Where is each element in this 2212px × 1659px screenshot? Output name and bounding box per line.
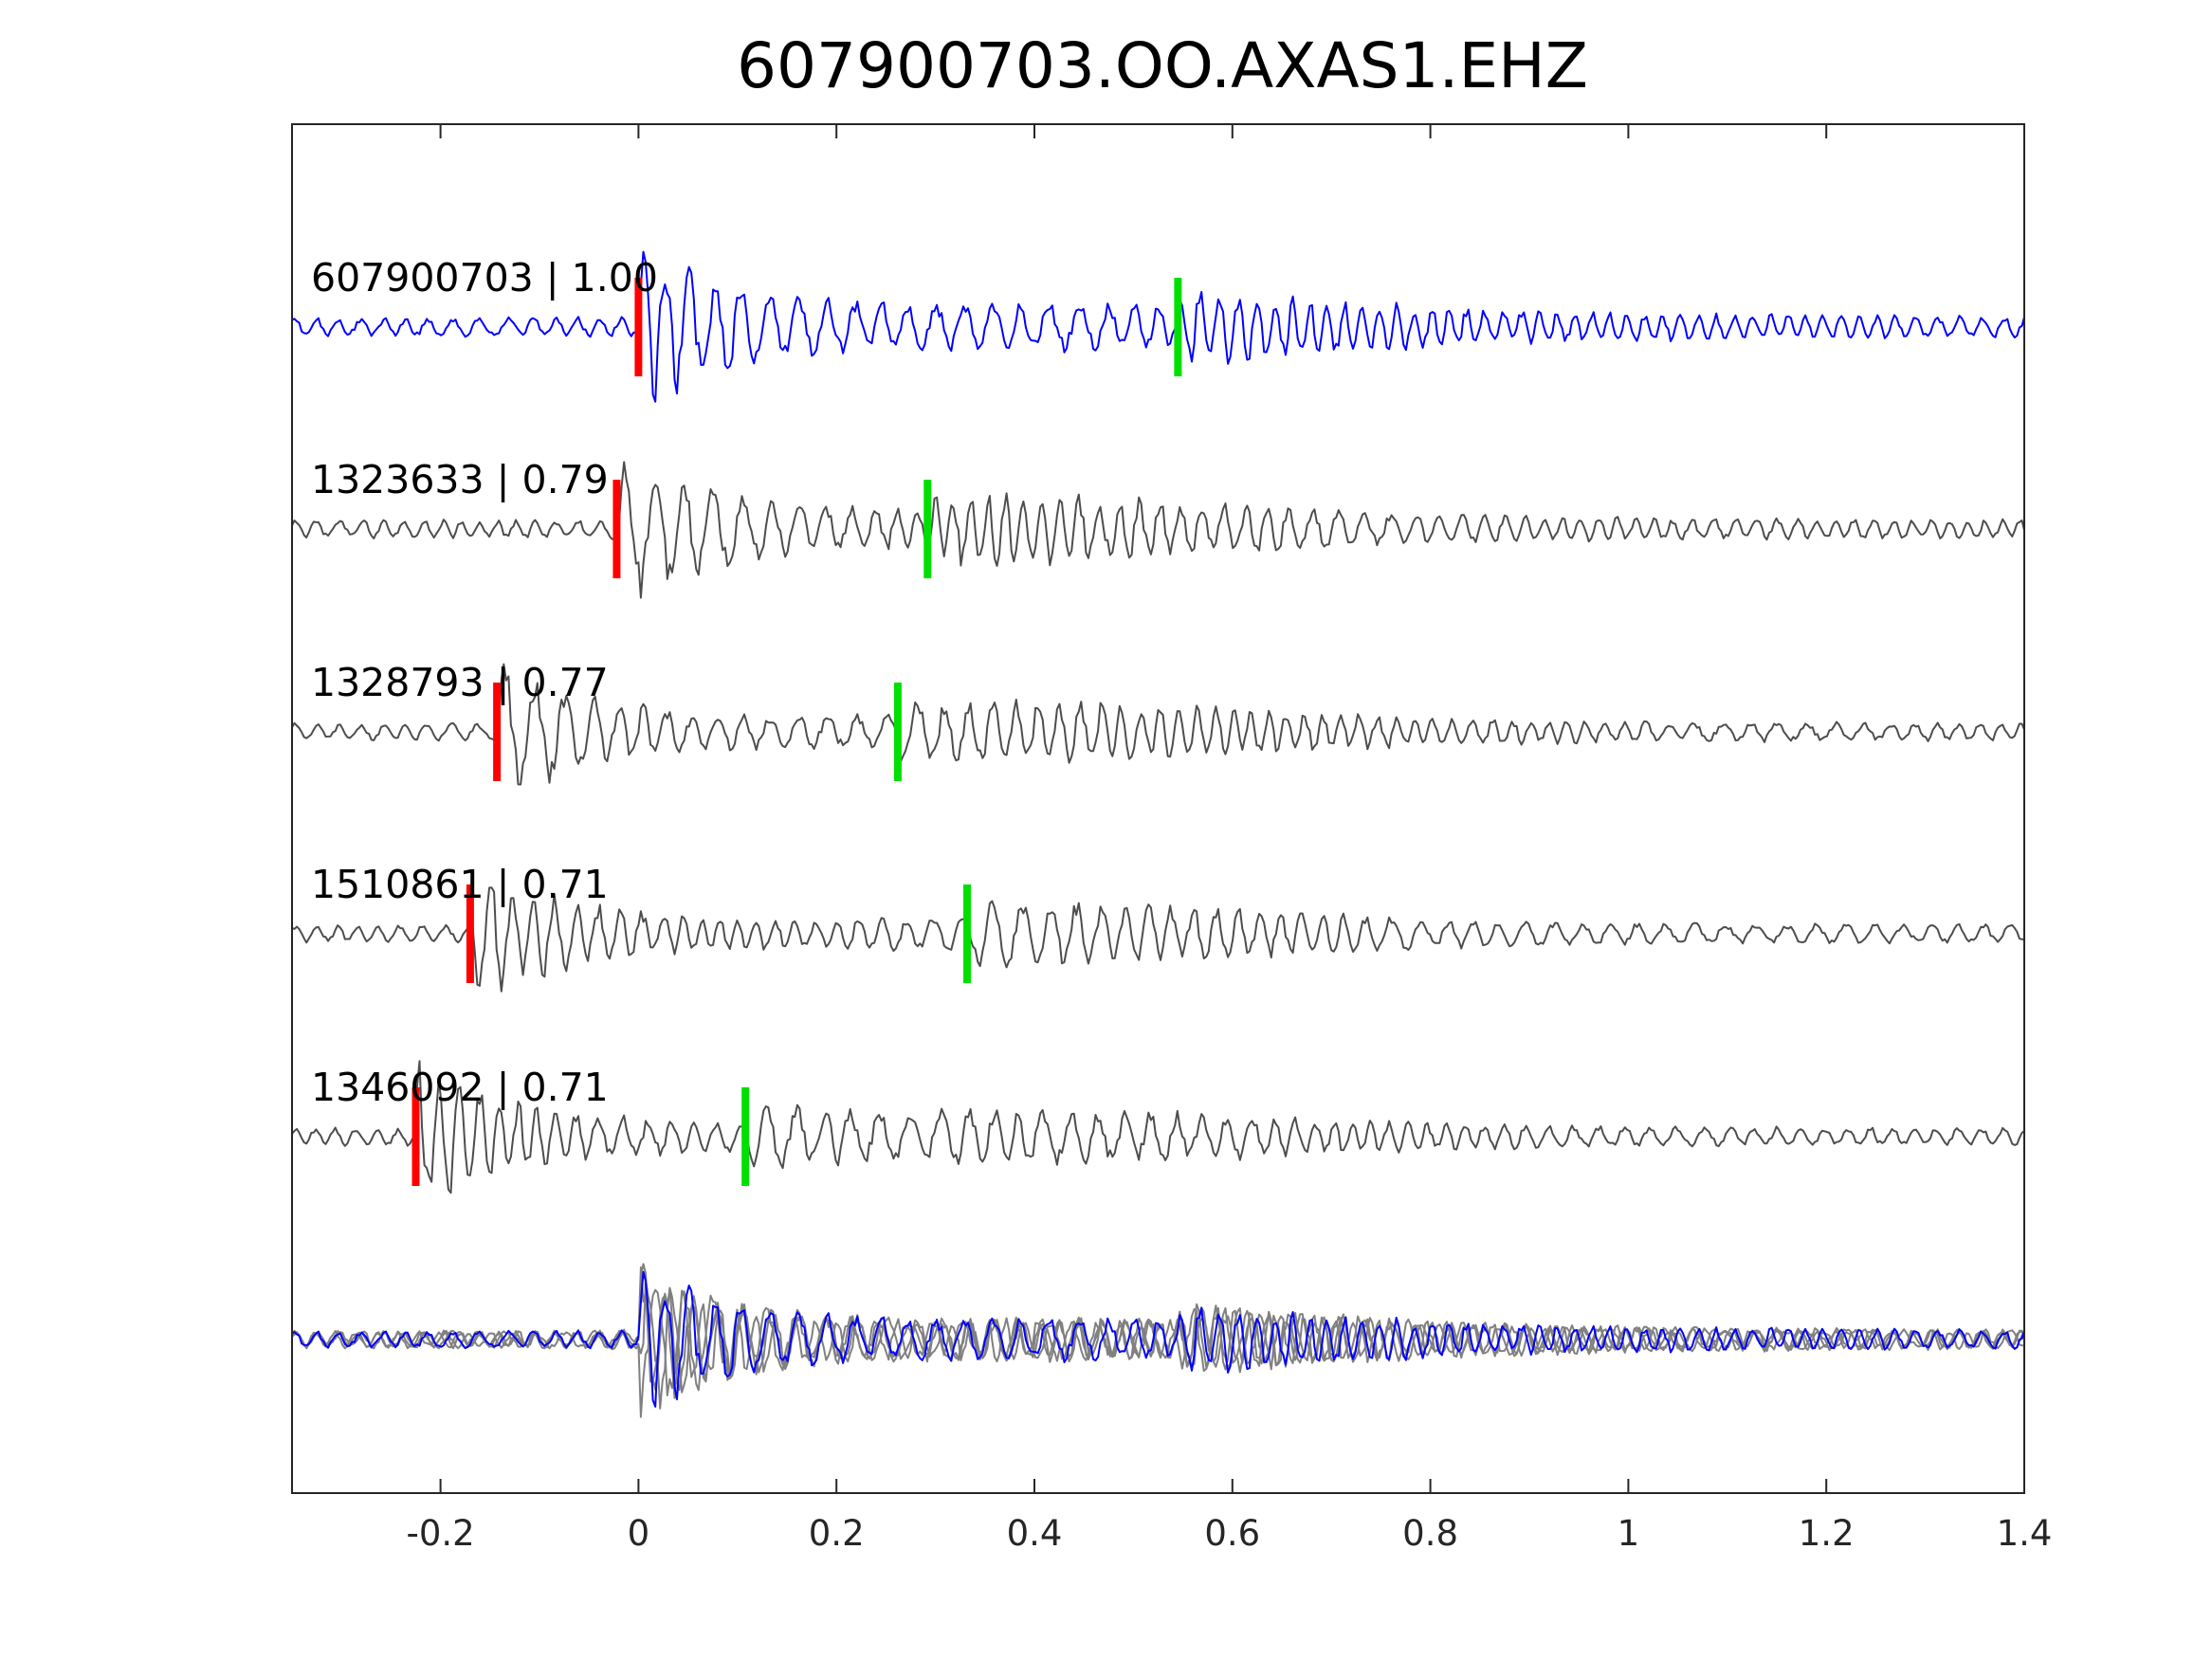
trace-1346092 <box>291 1060 2025 1194</box>
trace-area <box>291 250 2025 1418</box>
x-tick-label: 0.8 <box>1402 1513 1458 1554</box>
trace-607900703 <box>291 250 2025 403</box>
overlay-trace-1510861 <box>291 1267 2025 1399</box>
axes-box <box>291 123 2025 1494</box>
overlay-trace-607900703 <box>291 1270 2025 1408</box>
x-tick-label: 1 <box>1618 1513 1640 1554</box>
x-tick-label: 1.2 <box>1799 1513 1855 1554</box>
x-tick-label: 0.4 <box>1007 1513 1063 1554</box>
trace-1328793 <box>291 663 2025 786</box>
trace-1510861 <box>291 886 2025 993</box>
x-tick-label: 0.6 <box>1204 1513 1260 1554</box>
x-tick-label: 0 <box>628 1513 650 1554</box>
trace-labels: 607900703 | 1.00 1323633 | 0.79 1328793 | … <box>311 255 658 1110</box>
x-axis-tick-labels: -0.2 0 0.2 0.4 0.6 0.8 1 1.2 1.4 <box>406 1513 2052 1554</box>
x-axis-ticks <box>439 124 2025 1493</box>
pick-markers <box>411 278 1182 1186</box>
chart-title: 607900703.OO.AXAS1.EHZ <box>737 29 1588 102</box>
overlay-trace-1328793 <box>291 1263 2025 1392</box>
x-tick-label: 1.4 <box>1997 1513 2053 1554</box>
trace-label-1510861: 1510861 | 0.71 <box>311 862 609 907</box>
trace-1323633 <box>291 461 2025 599</box>
x-tick-label: 0.2 <box>809 1513 865 1554</box>
x-tick-label: -0.2 <box>406 1513 474 1554</box>
trace-label-1323633: 1323633 | 0.79 <box>311 457 609 502</box>
overlay-trace-1346092 <box>291 1278 2025 1410</box>
trace-label-607900703: 607900703 | 1.00 <box>311 255 658 301</box>
trace-label-1346092: 1346092 | 0.71 <box>311 1065 609 1110</box>
trace-label-1328793: 1328793 | 0.77 <box>311 660 609 705</box>
